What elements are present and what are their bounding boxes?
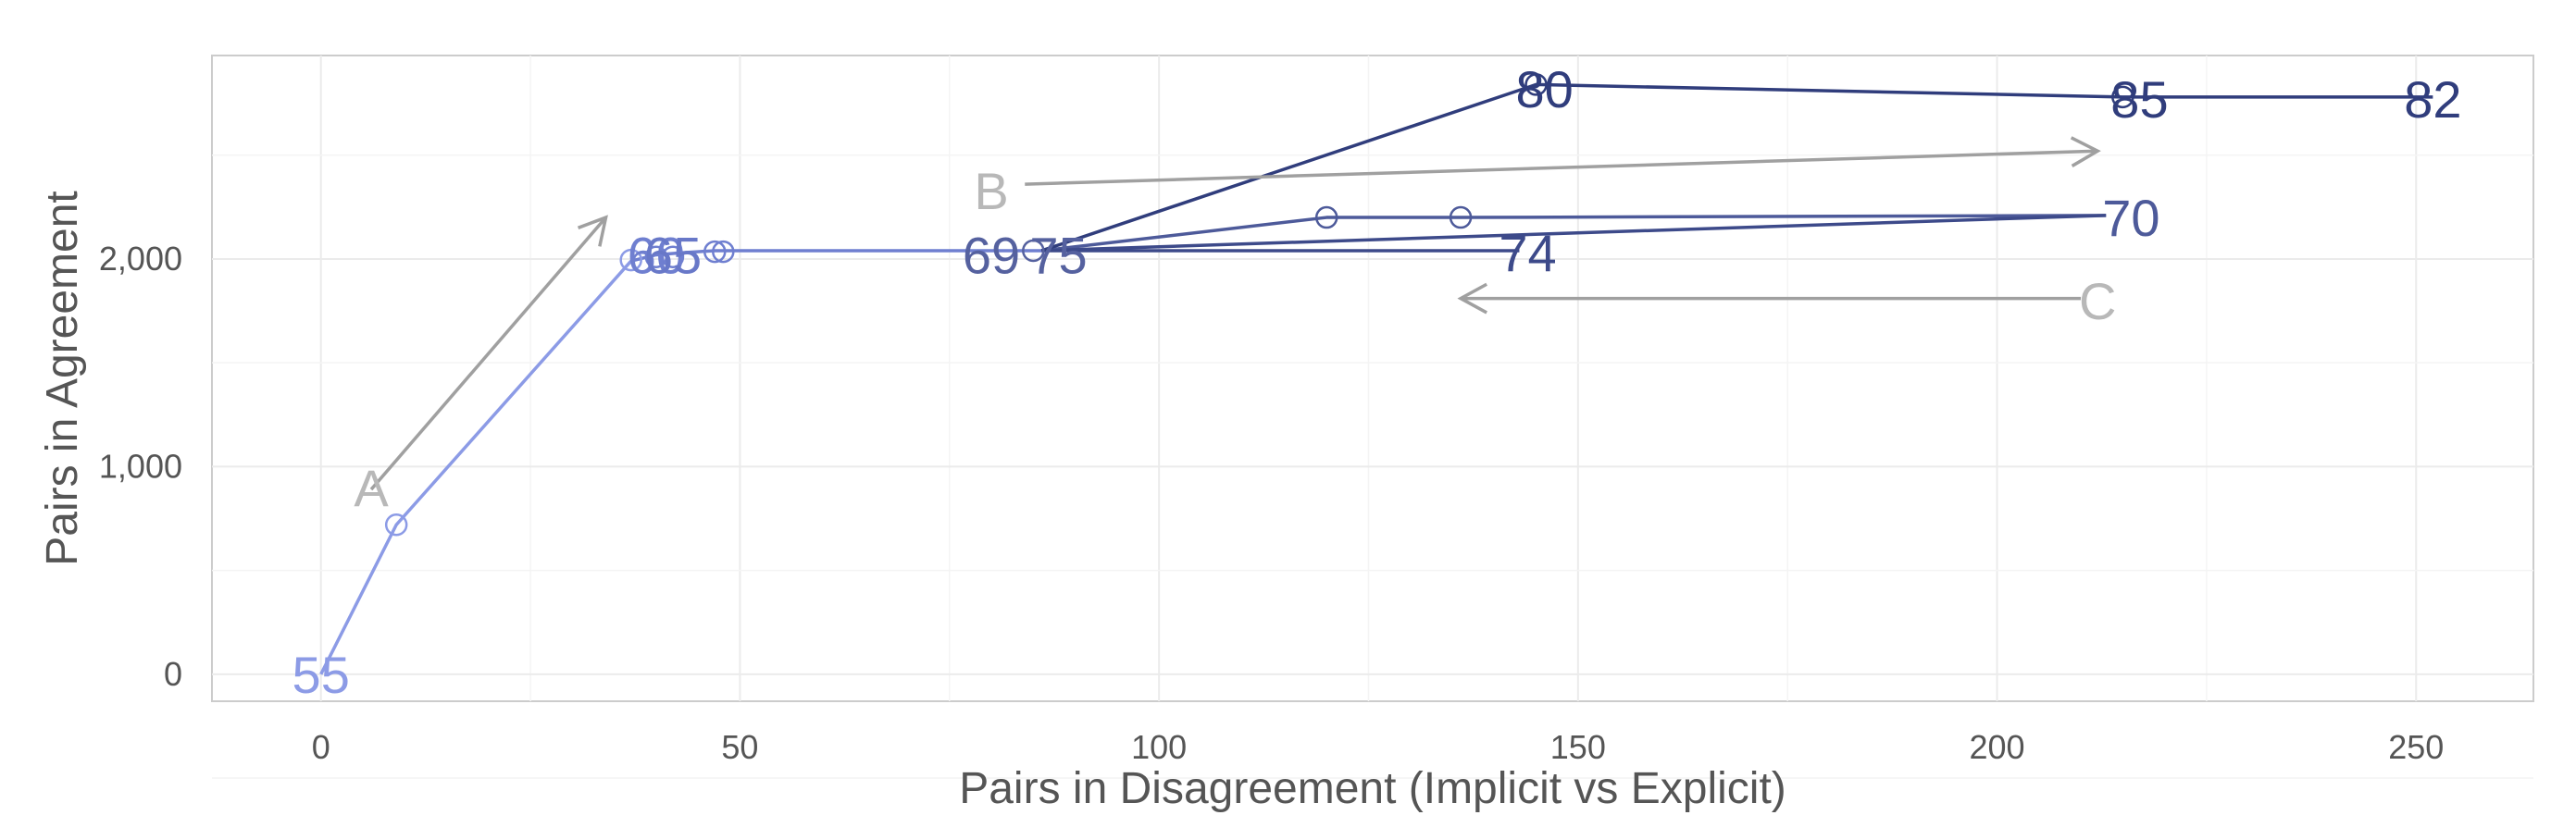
data-point	[661, 245, 685, 268]
data-point	[644, 245, 668, 268]
x-axis-ticks: 0 50 100 150 200 250	[312, 728, 2445, 766]
data-points	[384, 73, 2134, 537]
annotation-label: A	[354, 459, 389, 517]
x-tick-label: 250	[2388, 728, 2444, 766]
series-line	[1040, 82, 2433, 253]
data-point	[2111, 85, 2134, 109]
annotations: A B C	[354, 136, 2116, 517]
data-point	[1449, 205, 1473, 229]
point-label: 65	[644, 226, 702, 284]
data-point	[619, 248, 642, 272]
point-label: 70	[2102, 189, 2159, 247]
x-tick-label: 200	[1969, 728, 2024, 766]
annotation-label: B	[974, 162, 1008, 220]
y-tick-label: 2,000	[99, 240, 182, 278]
data-point	[1314, 205, 1338, 229]
arrow-head	[1457, 282, 1487, 315]
point-label: 75	[1029, 226, 1087, 284]
series-line	[1041, 214, 2107, 253]
series-line	[319, 260, 633, 675]
x-tick-label: 0	[312, 728, 330, 766]
point-label: 69	[963, 226, 1020, 284]
y-axis-ticks: 0 1,000 2,000	[99, 240, 182, 693]
x-tick-label: 100	[1131, 728, 1187, 766]
arrow-head	[2070, 136, 2101, 167]
y-tick-label: 0	[164, 655, 182, 693]
point-label: 55	[292, 646, 350, 704]
gridlines	[212, 56, 2533, 779]
plot-panel	[211, 55, 2534, 702]
annotation-arrow	[1025, 149, 2098, 186]
point-label: 82	[2404, 70, 2461, 129]
x-tick-label: 50	[721, 728, 758, 766]
data-point	[384, 513, 408, 537]
series-line	[630, 249, 1042, 263]
x-tick-label: 150	[1550, 728, 1606, 766]
data-point	[1022, 239, 1045, 263]
point-label: 85	[2110, 70, 2168, 129]
y-axis-title: Pairs in Agreement	[38, 191, 87, 566]
arrow-head	[577, 215, 608, 247]
series-lines	[319, 82, 2433, 675]
series-line	[1041, 214, 2107, 253]
point-label: 74	[1499, 224, 1556, 282]
data-point	[703, 240, 727, 264]
annotation-label: C	[2079, 272, 2116, 330]
data-point	[1524, 73, 1548, 96]
annotation-arrow	[369, 216, 607, 491]
point-label: 60	[628, 226, 685, 284]
point-label: 80	[1515, 60, 1573, 118]
x-axis-title: Pairs in Disagreement (Implicit vs Expli…	[959, 764, 1786, 813]
y-tick-label: 1,000	[99, 447, 182, 485]
data-point	[712, 240, 735, 264]
